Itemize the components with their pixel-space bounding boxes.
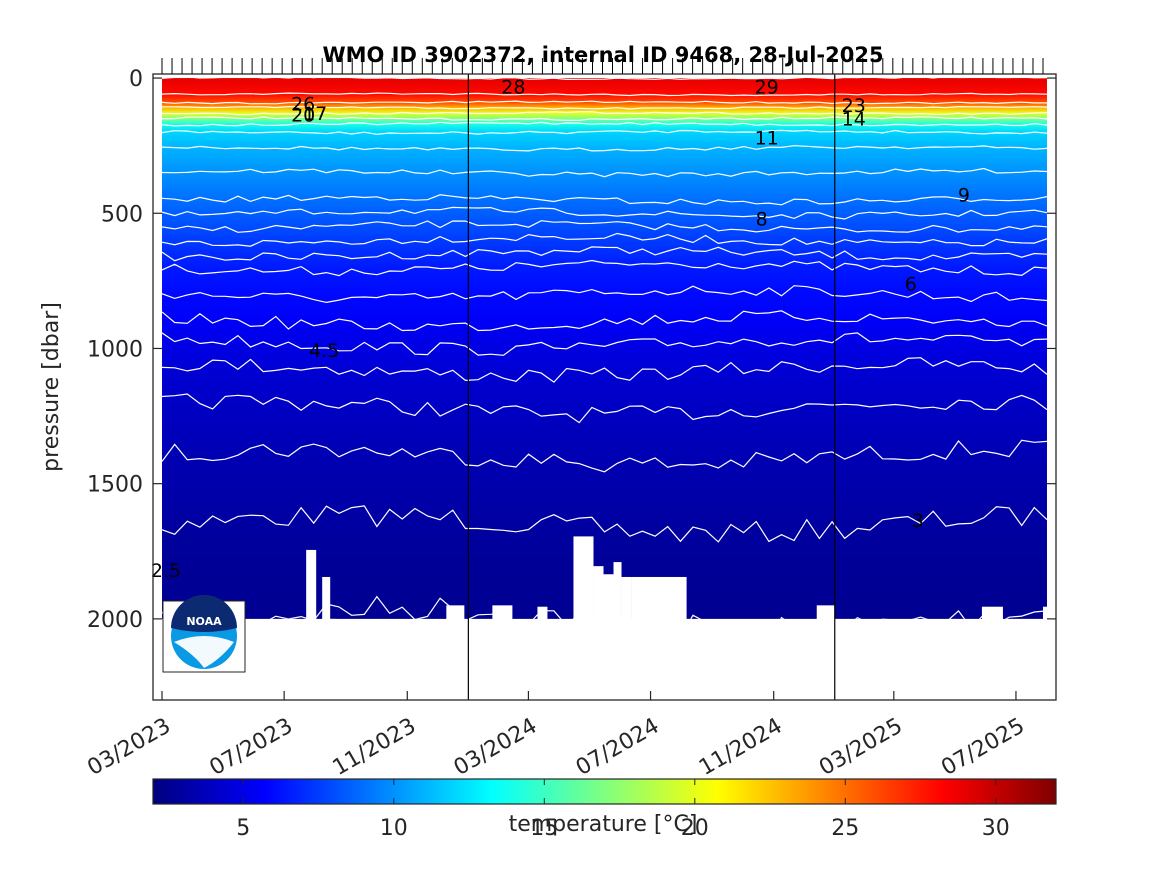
data-gap xyxy=(322,576,331,620)
data-gap xyxy=(981,606,1003,620)
x-tick-label: 11/2024 xyxy=(695,714,787,781)
data-gap xyxy=(613,562,622,620)
contour-label: 17 xyxy=(303,103,327,125)
plot-frame xyxy=(152,73,1057,701)
contour-line xyxy=(162,167,1047,178)
x-tick-label: 03/2024 xyxy=(450,714,542,781)
contour-line xyxy=(162,121,1047,127)
contour-line xyxy=(162,357,1047,383)
colorbar-tick-label: 5 xyxy=(236,816,250,841)
data-gap xyxy=(306,549,317,620)
contour-label: 11 xyxy=(755,128,779,150)
data-gap xyxy=(537,606,548,620)
contour-line xyxy=(162,310,1047,332)
contour-line xyxy=(162,246,1047,262)
x-tick-label: 03/2025 xyxy=(815,714,907,781)
data-gap xyxy=(330,618,337,620)
contour-line xyxy=(162,105,1047,110)
contour-line xyxy=(162,332,1047,356)
data-gap xyxy=(1042,606,1056,620)
logo-top xyxy=(171,595,237,632)
y-axis-label: pressure [dbar] xyxy=(39,302,64,472)
y-tick-label: 0 xyxy=(129,67,143,92)
colorbar-tick-label: 10 xyxy=(380,816,408,841)
contour-line xyxy=(162,92,1047,97)
colorbar-tick-label: 25 xyxy=(831,816,859,841)
contour-line xyxy=(162,439,1047,473)
colorbar-label: temperature [°C] xyxy=(509,812,698,837)
contour-label: 6 xyxy=(905,274,917,296)
logo-gull xyxy=(174,636,234,668)
contour-label: 3 xyxy=(912,510,924,532)
data-gap xyxy=(446,605,465,620)
contour-label: 23 xyxy=(842,95,866,117)
contour-label: 28 xyxy=(501,77,525,99)
colorbar-tick-label: 30 xyxy=(982,816,1010,841)
contour-label: 2.5 xyxy=(151,560,181,582)
contour-line xyxy=(162,194,1047,206)
contour-line xyxy=(162,78,1047,81)
colorbar-tick-label: 20 xyxy=(681,816,709,841)
logo-text: NOAA xyxy=(186,615,222,628)
contour-line xyxy=(162,116,1047,121)
x-tick-label: 03/2023 xyxy=(83,714,175,781)
data-gap xyxy=(631,576,687,620)
contour-label: 9 xyxy=(958,184,970,206)
contour-line xyxy=(162,259,1047,277)
data-gap xyxy=(492,605,513,620)
chart-title: WMO ID 3902372, internal ID 9468, 28-Jul… xyxy=(322,43,883,67)
contour-line xyxy=(162,100,1047,105)
data-gap xyxy=(593,566,604,620)
data-gap xyxy=(816,605,835,620)
contour-line xyxy=(162,111,1047,116)
x-tick-label: 07/2023 xyxy=(205,714,297,781)
contour-line xyxy=(162,232,1047,247)
contour-label: 4.5 xyxy=(309,340,339,362)
heatmap-field xyxy=(162,78,1047,619)
contour-label: 8 xyxy=(756,209,768,231)
contour-lines xyxy=(162,78,1047,619)
x-tick-label: 07/2025 xyxy=(937,714,1029,781)
contour-line xyxy=(162,206,1047,220)
contour-label: 29 xyxy=(755,77,779,99)
contour-label: 26 xyxy=(291,94,315,116)
contour-line xyxy=(162,393,1047,424)
contour-line xyxy=(162,220,1047,233)
contour-line xyxy=(162,505,1047,543)
y-tick-label: 2000 xyxy=(87,608,143,633)
data-gap xyxy=(603,574,614,620)
data-gap xyxy=(573,536,594,620)
x-tick-label: 07/2024 xyxy=(572,714,664,781)
contour-label: 14 xyxy=(842,109,866,131)
contour-line xyxy=(162,129,1047,135)
noaa-logo: NOAA xyxy=(162,595,246,673)
contour-line xyxy=(162,145,1047,152)
x-tick-label: 11/2023 xyxy=(329,714,421,781)
colorbar-tick-label: 15 xyxy=(530,816,558,841)
colorbar-bar xyxy=(152,778,1057,805)
contour-line xyxy=(162,285,1047,304)
data-gap xyxy=(621,576,632,620)
colorbar: 5 10 15 20 25 30 xyxy=(152,778,1057,841)
contour-label: 20 xyxy=(291,105,315,127)
y-tick-label: 1000 xyxy=(87,337,143,362)
y-tick-label: 1500 xyxy=(87,473,143,498)
y-tick-label: 500 xyxy=(101,202,143,227)
